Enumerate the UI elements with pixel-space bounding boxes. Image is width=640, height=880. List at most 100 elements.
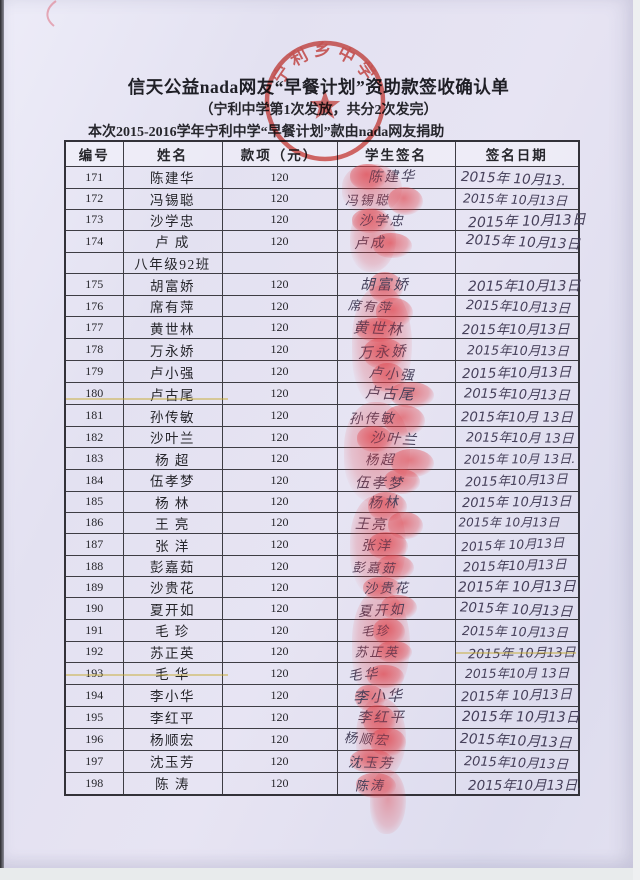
table-row: 八年级92班 (64, 251, 580, 275)
cell-amount: 120 (221, 187, 338, 210)
handwritten-signature: 陈涛 (354, 778, 385, 795)
cell-date: 2015年 10月13日 (454, 511, 580, 535)
cell-signature: 胡富娇 (336, 271, 456, 303)
cell-amount: 120 (221, 576, 338, 599)
cell-number: 186 (64, 511, 124, 535)
table-row: 189 沙贵花 120 沙贵花 2015年 10月13日 (64, 576, 580, 600)
cell-date: 2015年 10月 13日. (454, 447, 580, 470)
column-header: 编号 (64, 140, 124, 167)
cell-signature: 冯锡聪 (336, 187, 456, 215)
table-row: 196 杨顺宏 120 杨顺宏 2015年10月13日 (64, 727, 580, 757)
table-row: 195 李红平 120 李红平 2015年 10月13日 (64, 705, 580, 737)
cell-name: 卢古尾 (122, 382, 223, 406)
scan-edge-left (0, 0, 4, 880)
cell-class-label: 八年级92班 (122, 251, 223, 275)
handwritten-signature: 陈建华 (367, 168, 416, 186)
cell-signature: 陈建华 (336, 164, 456, 191)
cell-signature: 李小华 (336, 683, 456, 712)
cell-signature: 沙学忠 (336, 208, 456, 233)
cell-name: 杨 林 (122, 490, 223, 513)
cell-number: 182 (64, 426, 124, 449)
cell-signature: 沙贵花 (336, 576, 456, 600)
handwritten-signature: 苏正英 (354, 645, 400, 661)
cell-amount: 120 (221, 727, 338, 751)
cell-name: 杨顺宏 (122, 727, 223, 751)
cell-amount: 120 (221, 640, 338, 663)
cell-name: 黄世林 (122, 316, 223, 340)
table-row: 182 沙叶兰 120 沙叶兰 2015年10月 13日 (64, 425, 580, 452)
cell-name: 张 洋 (122, 533, 223, 556)
paper-sheet: 信天公益nada网友“早餐计划”资助款签收确认单 （宁利中学第1次发放，共分2次… (4, 0, 633, 868)
handwritten-signature: 杨林 (367, 494, 400, 512)
cell-number: 188 (64, 554, 124, 578)
cell-signature: 王亮 (336, 511, 456, 539)
cell-date: 2015年 10月13日 (454, 490, 580, 513)
cell-date: 2015年 10月13日 (454, 576, 580, 599)
cell-number: 171 (64, 165, 124, 189)
column-header: 学生签名 (336, 140, 456, 167)
cell-name: 王 亮 (122, 511, 223, 535)
cell-name: 苏正英 (122, 640, 223, 663)
scan-edge-right (633, 0, 640, 880)
cell-name: 冯锡聪 (122, 187, 223, 210)
cell-amount: 120 (221, 771, 338, 796)
handwritten-date: 2015年10月13日 (467, 277, 580, 295)
cell-signature: 卢小强 (336, 360, 456, 393)
cell-date: 2015年 10月13日 (454, 619, 580, 642)
table-row: 193 毛 华 120 毛华 2015年10月 13日 (64, 661, 580, 689)
table-row: 197 沈玉芳 120 沈玉芳 2015年10月13日 (64, 748, 580, 774)
cell-signature (336, 251, 456, 275)
handwritten-signature: 胡富娇 (359, 276, 410, 294)
handwritten-signature: 黄世林 (352, 318, 404, 339)
handwritten-signature: 彭嘉茹 (351, 560, 397, 577)
cell-number: 194 (64, 683, 124, 707)
table-row: 180 卢古尾 120 卢古尾 2015年10月13日 (64, 382, 580, 409)
cell-signature: 张洋 (336, 531, 456, 560)
cell-date: 2015年10月13日 (454, 338, 580, 362)
cell-amount: 120 (221, 382, 338, 406)
cell-date: 2015年10月13日 (454, 468, 580, 492)
scan-artifact-line (456, 652, 576, 654)
cell-number: 191 (64, 619, 124, 642)
handwritten-date: 2015年 10月13日 (461, 709, 580, 727)
cell-date: 2015年10月13日 (454, 554, 580, 578)
cell-number: 175 (64, 273, 124, 297)
cell-number: 192 (64, 640, 124, 663)
cell-name: 万永娇 (122, 338, 223, 362)
scan-edge-bottom (0, 868, 640, 880)
cell-signature: 卢古尾 (336, 382, 456, 409)
handwritten-date: 2015年 10月13日 (459, 600, 573, 621)
cell-number: 187 (64, 533, 124, 556)
cell-date: 2015年10月13日 (454, 295, 580, 318)
cell-number: 180 (64, 382, 124, 406)
cell-signature: 沙叶兰 (336, 425, 456, 452)
handwritten-date: 2015年10月13日 (466, 342, 569, 359)
handwritten-signature: 沙学忠 (358, 213, 405, 230)
handwritten-date: 2015年 10月13日 (457, 579, 576, 596)
cell-number: 197 (64, 749, 124, 773)
handwritten-date: 2015年10月13日. (467, 777, 582, 794)
cell-date: 2015年10月13日 (454, 360, 580, 384)
cell-amount: 120 (221, 338, 338, 362)
document-title: 信天公益nada网友“早餐计划”资助款签收确认单 (127, 77, 510, 97)
handwritten-date: 2015年10月13日 (459, 730, 572, 752)
table-row: 191 毛 珍 120 毛珍 2015年 10月13日 (64, 618, 580, 645)
cell-name: 卢小强 (122, 360, 223, 384)
cell-date: 2015年10月 13日 (454, 426, 580, 449)
cell-name: 彭嘉茹 (122, 554, 223, 578)
cell-name: 胡富娇 (122, 273, 223, 297)
cell-signature: 黄世林 (336, 316, 456, 342)
cell-date: 2015年10月13日 (454, 382, 580, 406)
handwritten-signature: 万永娇 (357, 344, 408, 363)
scan-artifact-line (66, 398, 228, 400)
handwritten-date: 2015年10月13日 (461, 322, 570, 338)
table-row: 179 卢小强 120 卢小强 2015年10月13日 (64, 360, 580, 393)
handwritten-signature: 杨超 (364, 452, 396, 468)
cell-amount: 120 (221, 597, 338, 621)
cell-number: 185 (64, 490, 124, 513)
cell-signature: 陈涛 (336, 771, 456, 799)
cell-name: 杨 超 (122, 447, 223, 470)
cell-name: 夏开如 (122, 597, 223, 621)
handwritten-signature: 杨顺宏 (342, 731, 390, 750)
